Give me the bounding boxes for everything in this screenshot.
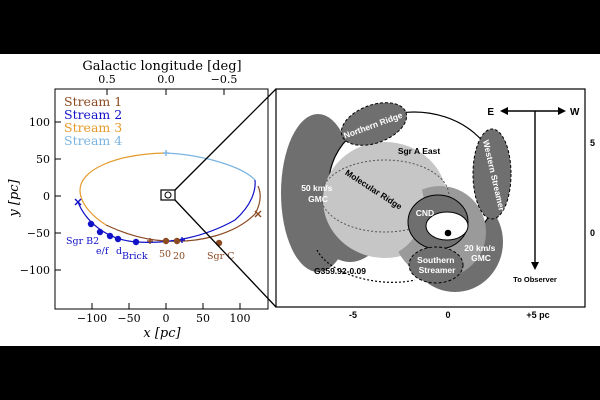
stream-3-curve	[79, 152, 167, 226]
stream-1-curve	[105, 185, 261, 242]
label-gmc-50-line2: GMC	[308, 194, 328, 204]
label-gmc-50: 50 km/s GMC	[301, 183, 335, 204]
top-tick-label: 0.0	[157, 73, 175, 86]
western-streamer	[472, 128, 512, 220]
observer-arrowhead	[531, 262, 539, 270]
label-sgr-b2: Sgr B2	[66, 236, 99, 247]
cnd-cavity	[425, 211, 469, 241]
cloud-ef	[106, 232, 114, 240]
x-tick-label: −50	[117, 312, 140, 325]
zoom-line-bottom	[174, 199, 277, 308]
schematic-x-tick: -5	[349, 310, 357, 320]
x-tick-label: 100	[230, 312, 251, 325]
y-tick-label: −100	[20, 264, 50, 277]
inset-marker-circle	[164, 191, 172, 199]
legend-stream-4: Stream 4	[64, 133, 122, 148]
label-20: 20	[173, 251, 185, 262]
stream-4-curve	[165, 152, 256, 181]
inset-marker-box	[160, 189, 176, 201]
y-tick-label: 50	[36, 153, 50, 166]
schematic-frame	[275, 88, 586, 308]
top-axis-title: Galactic longitude [deg]	[82, 59, 241, 74]
label-cnd: CND	[416, 208, 434, 218]
cloud-brick	[132, 238, 140, 246]
top-tick-label: 0.5	[98, 73, 116, 86]
label-southern-streamer-line1: Southern	[417, 255, 454, 265]
orbit-plot: Galactic longitude [deg] 0.5 0.0 −0.5 y …	[7, 59, 269, 341]
schematic-x-tick: 0	[445, 310, 450, 320]
zoom-line-top	[174, 88, 277, 191]
sgr-a-star	[444, 229, 452, 237]
label-to-observer: To Observer	[513, 275, 557, 284]
cloud-50	[162, 237, 170, 245]
label-gmc-20-line1: 20 km/s	[464, 243, 495, 253]
x-tick-label: 0	[163, 312, 170, 325]
label-50: 50	[159, 249, 171, 260]
schematic-y-tick: 5	[590, 138, 595, 148]
y-tick-label: −50	[27, 227, 50, 240]
southern-streamer	[408, 246, 464, 284]
label-gmc-20-line2: GMC	[471, 253, 491, 263]
legend-stream-3: Stream 3	[64, 120, 122, 135]
cloud-sgr-b2	[87, 220, 95, 228]
plot-frame	[54, 88, 269, 310]
legend-stream-1: Stream 1	[64, 94, 122, 109]
y-axis-title: y [pc]	[7, 178, 22, 217]
x-tick-label: 50	[196, 312, 210, 325]
label-gmc-50-line1: 50 km/s	[301, 183, 332, 193]
cloud-20	[173, 237, 181, 245]
x-tick-label: −100	[77, 312, 107, 325]
label-sgr-a-east: Sgr A East	[398, 146, 441, 156]
compass-east-label: E	[487, 107, 494, 118]
label-southern-streamer: Southern Streamer	[417, 255, 457, 275]
northern-ridge	[340, 102, 408, 146]
y-tick-label: 100	[29, 116, 50, 129]
dotted-halo	[320, 159, 450, 233]
x-axis-title: x [pc]	[143, 326, 181, 341]
cloud-d	[114, 235, 122, 243]
label-gmc-20: 20 km/s GMC	[464, 243, 498, 263]
legend-stream-2: Stream 2	[64, 107, 122, 122]
light-overlay	[332, 153, 424, 257]
compass-west-label: W	[570, 107, 580, 118]
cloud-dot	[96, 228, 104, 236]
label-brick: Brick	[122, 251, 148, 262]
sgr-a-schematic: Northern Ridge Sgr A East Western Stream…	[275, 88, 595, 320]
label-southern-streamer-line2: Streamer	[419, 265, 457, 275]
top-tick-label: −0.5	[211, 73, 238, 86]
compass-arrowhead-west	[558, 107, 566, 115]
compass-arrowhead-east	[500, 107, 508, 115]
axis-ticks	[55, 89, 241, 309]
label-sgr-c: Sgr C	[207, 251, 234, 262]
label-g359: G359.92-0.09	[314, 266, 366, 276]
schematic-x-tick: +5 pc	[526, 310, 549, 320]
cloud-sgr-c	[215, 239, 223, 247]
y-tick-label: 0	[43, 190, 50, 203]
label-d: d	[116, 246, 122, 257]
label-ef: e/f	[96, 246, 110, 257]
schematic-y-tick: 0	[590, 228, 595, 238]
g359-outline	[316, 249, 416, 283]
